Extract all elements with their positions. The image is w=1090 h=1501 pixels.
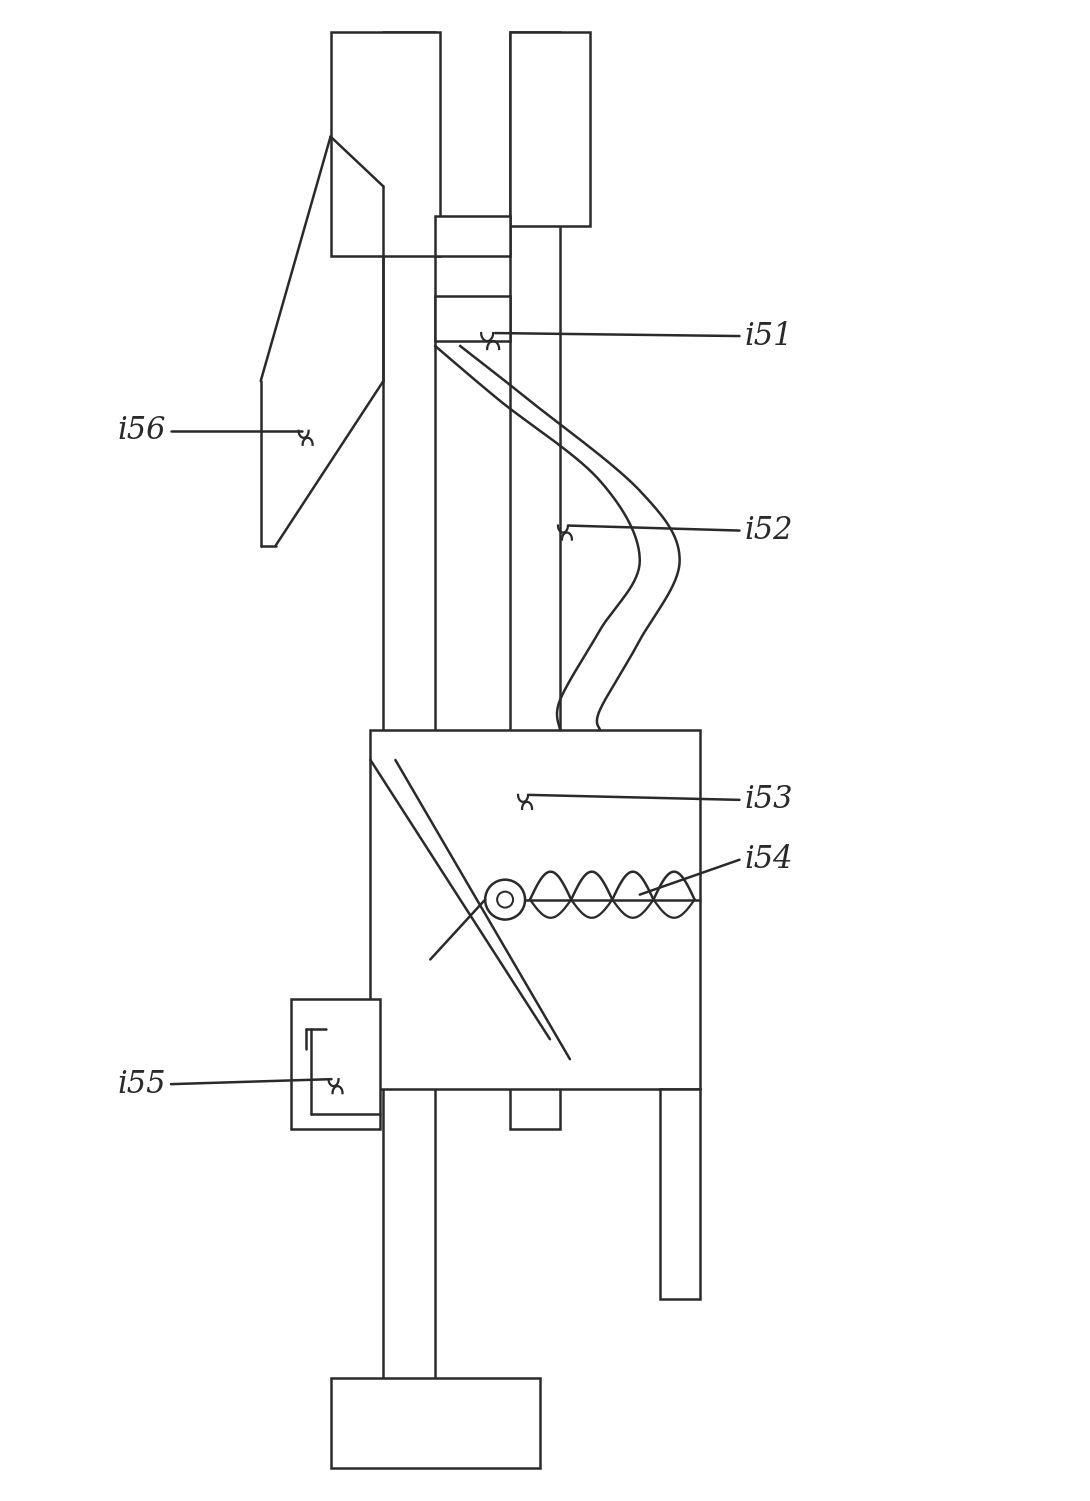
Bar [384, 32, 435, 1429]
Bar [330, 32, 440, 257]
Text: i51: i51 [744, 321, 794, 351]
Bar [659, 1090, 700, 1298]
Bar [510, 32, 590, 227]
Bar [291, 1000, 380, 1129]
Text: i55: i55 [118, 1069, 166, 1100]
Text: i56: i56 [118, 416, 166, 446]
Bar [435, 296, 510, 341]
Bar [435, 216, 510, 257]
Bar [330, 1378, 540, 1468]
Bar [510, 32, 560, 1129]
Text: i52: i52 [744, 515, 794, 546]
Bar [371, 729, 700, 1090]
Text: i53: i53 [744, 785, 794, 815]
Text: i54: i54 [744, 844, 794, 875]
